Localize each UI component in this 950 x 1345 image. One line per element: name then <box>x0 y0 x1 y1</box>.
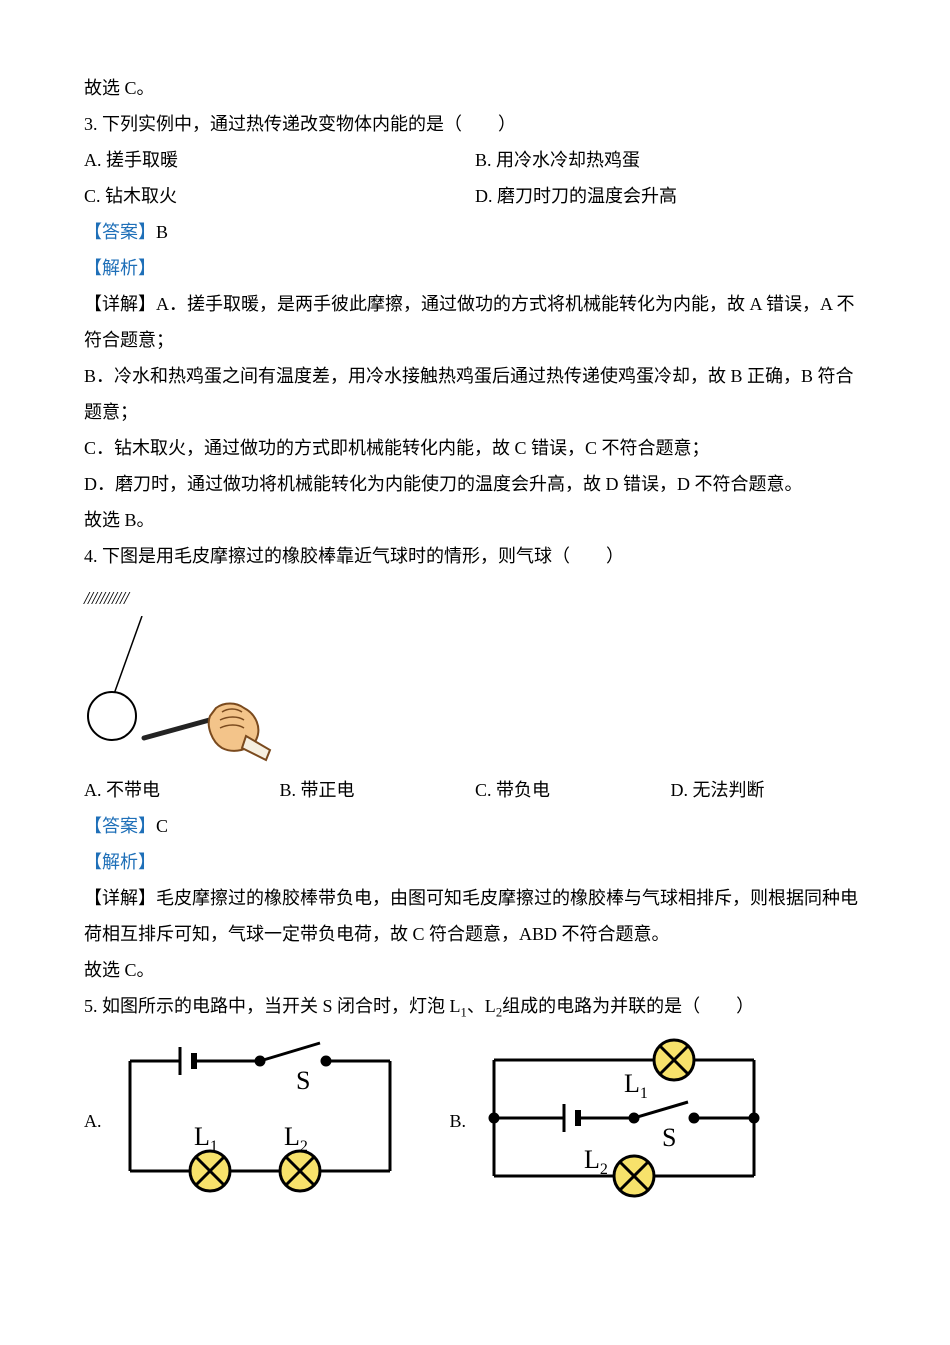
q5-stem-suffix: 组成的电路为并联的是（ ） <box>502 996 754 1016</box>
q5-circuit-figures: A. <box>84 1036 866 1206</box>
q3-conclusion: 故选 B。 <box>84 502 866 538</box>
answer-label: 【答案】 <box>84 222 156 242</box>
q3-detail-a: 【详解】A．搓手取暖，是两手彼此摩擦，通过做功的方式将机械能转化为内能，故 A … <box>84 286 866 358</box>
balloon-circle <box>88 692 136 740</box>
switch-label-s: S <box>296 1066 310 1095</box>
q3-detail-d: D．磨刀时，通过做功将机械能转化为内能使刀的温度会升高，故 D 错误，D 不符合… <box>84 466 866 502</box>
document-page: 故选 C。 3. 下列实例中，通过热传递改变物体内能的是（ ） A. 搓手取暖 … <box>0 0 950 1266</box>
q4-opt-c: C. 带负电 <box>475 772 671 808</box>
bulb-l1 <box>190 1151 230 1191</box>
q4-opt-a: A. 不带电 <box>84 772 280 808</box>
answer-value: B <box>156 222 168 242</box>
q5-label-a: A. <box>84 1103 102 1139</box>
q3-stem: 3. 下列实例中，通过热传递改变物体内能的是（ ） <box>84 106 866 142</box>
q3-opt-a: A. 搓手取暖 <box>84 142 475 178</box>
q5-stem-prefix: 5. 如图所示的电路中，当开关 S 闭合时，灯泡 L <box>84 996 461 1016</box>
q4-stem: 4. 下图是用毛皮摩擦过的橡胶棒靠近气球时的情形，则气球（ ） <box>84 538 866 574</box>
q5-circuit-a: A. <box>84 1036 410 1206</box>
bulb-l2 <box>280 1151 320 1191</box>
q3-detail-b: B．冷水和热鸡蛋之间有温度差，用冷水接触热鸡蛋后通过热传递使鸡蛋冷却，故 B 正… <box>84 358 866 430</box>
q5-stem: 5. 如图所示的电路中，当开关 S 闭合时，灯泡 L1、L2组成的电路为并联的是… <box>84 988 866 1026</box>
q3-analysis-label: 【解析】 <box>84 250 866 286</box>
q4-opt-d: D. 无法判断 <box>671 772 867 808</box>
bulb-l2-b-label: L2 <box>584 1145 608 1178</box>
circuit-a-diagram: S L1 L2 <box>110 1041 410 1201</box>
q3-opt-b: B. 用冷水冷却热鸡蛋 <box>475 142 866 178</box>
q4-detail: 【详解】毛皮摩擦过的橡胶棒带负电，由图可知毛皮摩擦过的橡胶棒与气球相排斥，则根据… <box>84 880 866 952</box>
q4-conclusion: 故选 C。 <box>84 952 866 988</box>
bulb-l2-label: L2 <box>284 1122 308 1155</box>
prev-conclusion: 故选 C。 <box>84 70 866 106</box>
string-line <box>114 616 142 694</box>
q3-answer: 【答案】B <box>84 214 866 250</box>
q4-opt-b: B. 带正电 <box>280 772 476 808</box>
q3-options-row1: A. 搓手取暖 B. 用冷水冷却热鸡蛋 <box>84 142 866 178</box>
circuit-b-diagram: L1 S L2 <box>474 1036 774 1206</box>
q5-stem-mid: 、L <box>467 996 496 1016</box>
q5-circuit-b: B. <box>450 1036 775 1206</box>
balloon-rod-diagram <box>84 616 284 766</box>
q5-label-b: B. <box>450 1103 467 1139</box>
bulb-l1-b-label: L1 <box>624 1069 648 1102</box>
q3-opt-c: C. 钻木取火 <box>84 178 475 214</box>
answer-value: C <box>156 816 168 836</box>
q4-figure: /////////// <box>84 580 866 766</box>
circuit-a-wires <box>130 1043 390 1171</box>
q4-options: A. 不带电 B. 带正电 C. 带负电 D. 无法判断 <box>84 772 866 808</box>
switch-label-s-b: S <box>662 1123 676 1152</box>
q4-answer: 【答案】C <box>84 808 866 844</box>
ceiling-hatch: /////////// <box>84 580 866 616</box>
bulb-l1-b <box>654 1040 694 1080</box>
q3-options-row2: C. 钻木取火 D. 磨刀时刀的温度会升高 <box>84 178 866 214</box>
bulb-l1-label: L1 <box>194 1122 218 1155</box>
hand-icon <box>209 704 270 761</box>
q3-detail-c: C．钻木取火，通过做功的方式即机械能转化内能，故 C 错误，C 不符合题意； <box>84 430 866 466</box>
q3-opt-d: D. 磨刀时刀的温度会升高 <box>475 178 866 214</box>
bulb-l2-b <box>614 1156 654 1196</box>
q4-analysis-label: 【解析】 <box>84 844 866 880</box>
answer-label: 【答案】 <box>84 816 156 836</box>
